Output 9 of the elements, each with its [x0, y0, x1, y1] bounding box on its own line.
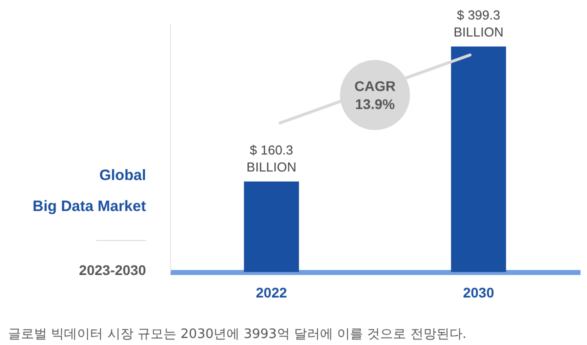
data-label: $ 399.3 BILLION — [454, 8, 504, 40]
text: Global Big Data Market — [32, 166, 146, 217]
x-tick-label: 2030 — [462, 284, 494, 300]
data-label: $ 160.3 BILLION — [246, 142, 296, 174]
x-tick-label: 2022 — [256, 284, 288, 300]
cagr-callout: CAGR 13.9% — [275, 45, 475, 130]
annotation: CAGR 13.9% — [354, 78, 396, 112]
text: 2023-2030 — [79, 262, 146, 278]
text: 글로벌 빅데이터 시장 규모는 2030년에 3993억 달러에 이를 것으로 전망된다. — [8, 326, 466, 343]
